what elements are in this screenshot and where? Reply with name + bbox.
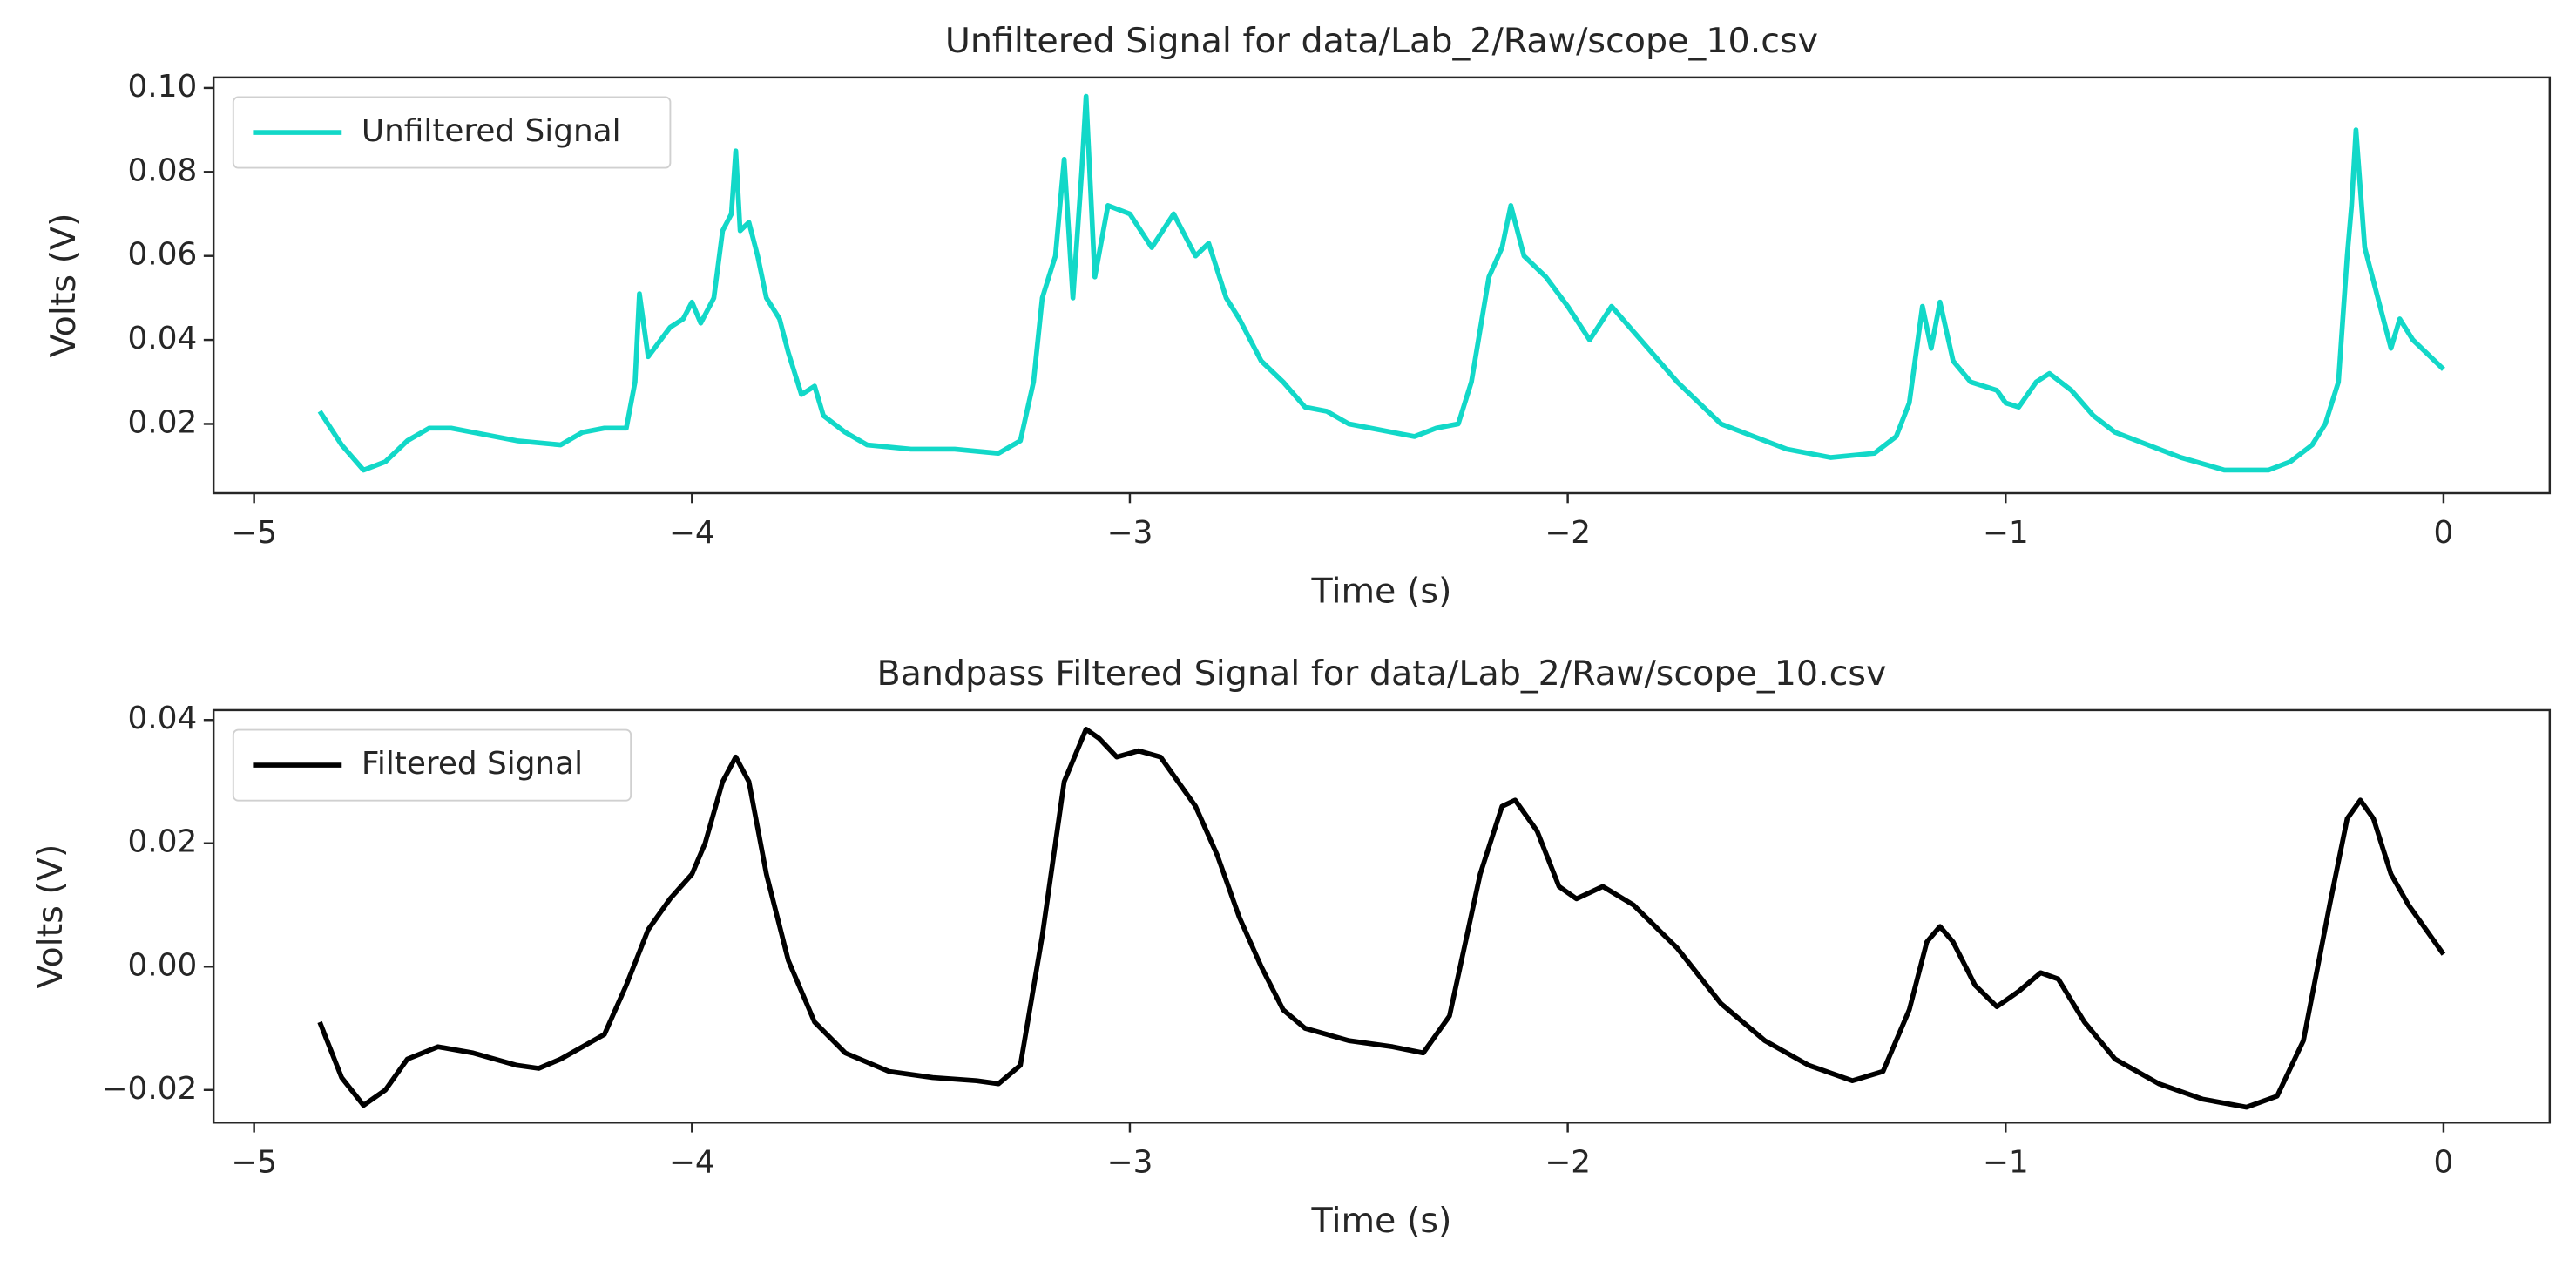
axes-frame — [212, 708, 2552, 1124]
y-tick-label: 0.10 — [128, 69, 198, 105]
y-tick-label: 0.04 — [128, 701, 198, 736]
x-tick-label: −4 — [669, 1144, 715, 1180]
y-tick-label: 0.02 — [128, 824, 198, 860]
chart-title: Unfiltered Signal for data/Lab_2/Raw/sco… — [945, 21, 1818, 61]
x-tick-label: −4 — [669, 515, 715, 551]
x-tick-label: 0 — [2434, 1144, 2454, 1180]
y-tick-label: 0.00 — [128, 947, 198, 983]
x-tick-label: −2 — [1545, 1144, 1591, 1180]
x-tick-label: −5 — [231, 1144, 277, 1180]
y-tick-label: −0.02 — [102, 1071, 198, 1107]
legend-box — [232, 96, 672, 169]
x-tick-label: 0 — [2434, 515, 2454, 551]
y-tick-label: 0.08 — [128, 152, 198, 188]
y-axis-label: Volts (V) — [30, 844, 71, 989]
legend-label: Unfiltered Signal — [362, 113, 621, 149]
legend-label: Filtered Signal — [362, 746, 583, 782]
y-axis-label: Volts (V) — [44, 213, 84, 357]
x-tick-label: −1 — [1983, 1144, 2029, 1180]
data-line — [317, 727, 2446, 1110]
legend-box — [232, 728, 632, 802]
y-tick-label: 0.02 — [128, 404, 198, 440]
y-tick-label: 0.04 — [128, 321, 198, 356]
axes-frame — [212, 76, 2552, 495]
x-tick-label: −5 — [231, 515, 277, 551]
data-line — [317, 93, 2445, 473]
x-tick-label: −2 — [1545, 515, 1591, 551]
y-tick-label: 0.06 — [128, 237, 198, 273]
x-tick-label: −3 — [1107, 1144, 1153, 1180]
x-tick-label: −3 — [1107, 515, 1153, 551]
x-axis-label: Time (s) — [1310, 572, 1451, 612]
chart-title: Bandpass Filtered Signal for data/Lab_2/… — [876, 654, 1886, 694]
x-axis-label: Time (s) — [1310, 1201, 1451, 1241]
x-tick-label: −1 — [1983, 515, 2029, 551]
